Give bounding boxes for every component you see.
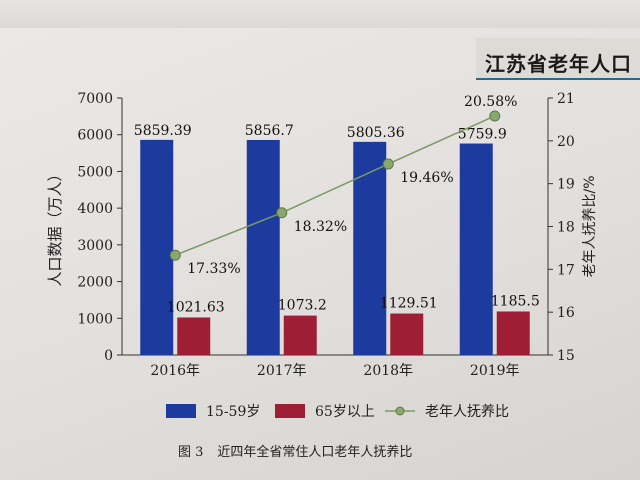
ratio-point [169,249,181,261]
left-y-tick-label: 6000 [77,128,113,144]
bar-15-59 [353,141,387,355]
right-y-tick-label: 21 [557,91,575,107]
title-band [476,38,640,80]
ratio-value-label: 18.32% [294,219,347,235]
ratio-line [174,115,496,256]
left-y-tick-label: 0 [104,348,113,364]
x-tick-label: 2018年 [363,363,413,379]
x-tick-label: 2019年 [470,363,520,379]
right-y-tick-label: 19 [557,177,575,193]
ratio-point [489,110,501,122]
legend-label-ratio: 老年人抚养比 [425,404,509,420]
legend-marker-ratio [395,406,405,416]
legend-label-65-plus: 65岁以上 [315,404,375,420]
bar-65-plus [177,317,211,355]
right-y-tick-label: 16 [557,305,575,321]
bar-15-59-value-label: 5856.7 [245,123,294,139]
legend-swatch-65-plus [275,404,305,418]
x-tick-label: 2017年 [257,363,307,379]
legend-label-15-59: 15-59岁 [206,404,260,420]
bar-65-plus-value-label: 1129.51 [380,296,438,312]
ratio-value-label: 17.33% [187,261,240,277]
figure-caption: 图 3 近四年全省常住人口老年人抚养比 [178,441,412,460]
page-title: 江苏省老年人口 [485,52,632,76]
bar-15-59-value-label: 5805.36 [347,125,405,141]
bar-65-plus-value-label: 1073.2 [278,298,327,314]
right-y-tick-label: 15 [557,348,575,364]
ratio-point [382,158,394,170]
left-y-tick-label: 7000 [77,91,113,107]
ratio-value-label: 20.58% [464,94,517,110]
figure-caption-text: 近四年全省常住人口老年人抚养比 [217,445,413,460]
ratio-value-label: 19.46% [400,170,453,186]
left-y-tick-label: 5000 [77,164,113,180]
right-y-axis-title: 老年人抚养比/% [582,175,598,277]
bar-65-plus-value-label: 1021.63 [167,299,225,315]
left-y-tick-label: 2000 [77,275,113,291]
left-y-axis-title: 人口数据（万人） [46,166,64,286]
x-tick-label: 2016年 [150,363,200,379]
bar-15-59-value-label: 5859.39 [134,123,192,139]
bar-15-59 [459,143,493,355]
legend-swatch-15-59 [166,404,196,418]
bar-65-plus-value-label: 1185.5 [491,293,540,309]
left-y-tick-label: 3000 [77,238,113,254]
bar-15-59-value-label: 5759.9 [458,127,507,143]
ratio-point [276,207,288,219]
right-y-tick-label: 18 [557,220,575,236]
right-y-tick-label: 20 [557,134,575,150]
bar-15-59 [140,139,174,355]
left-y-tick-label: 4000 [77,201,113,217]
left-y-tick-label: 1000 [77,311,113,327]
bar-65-plus [390,313,424,355]
page-header-strip [0,0,640,28]
bar-15-59 [246,139,280,355]
figure-label: 图 3 [178,445,204,460]
bar-65-plus [496,311,530,355]
right-y-tick-label: 17 [557,262,575,278]
bar-65-plus [283,315,317,355]
